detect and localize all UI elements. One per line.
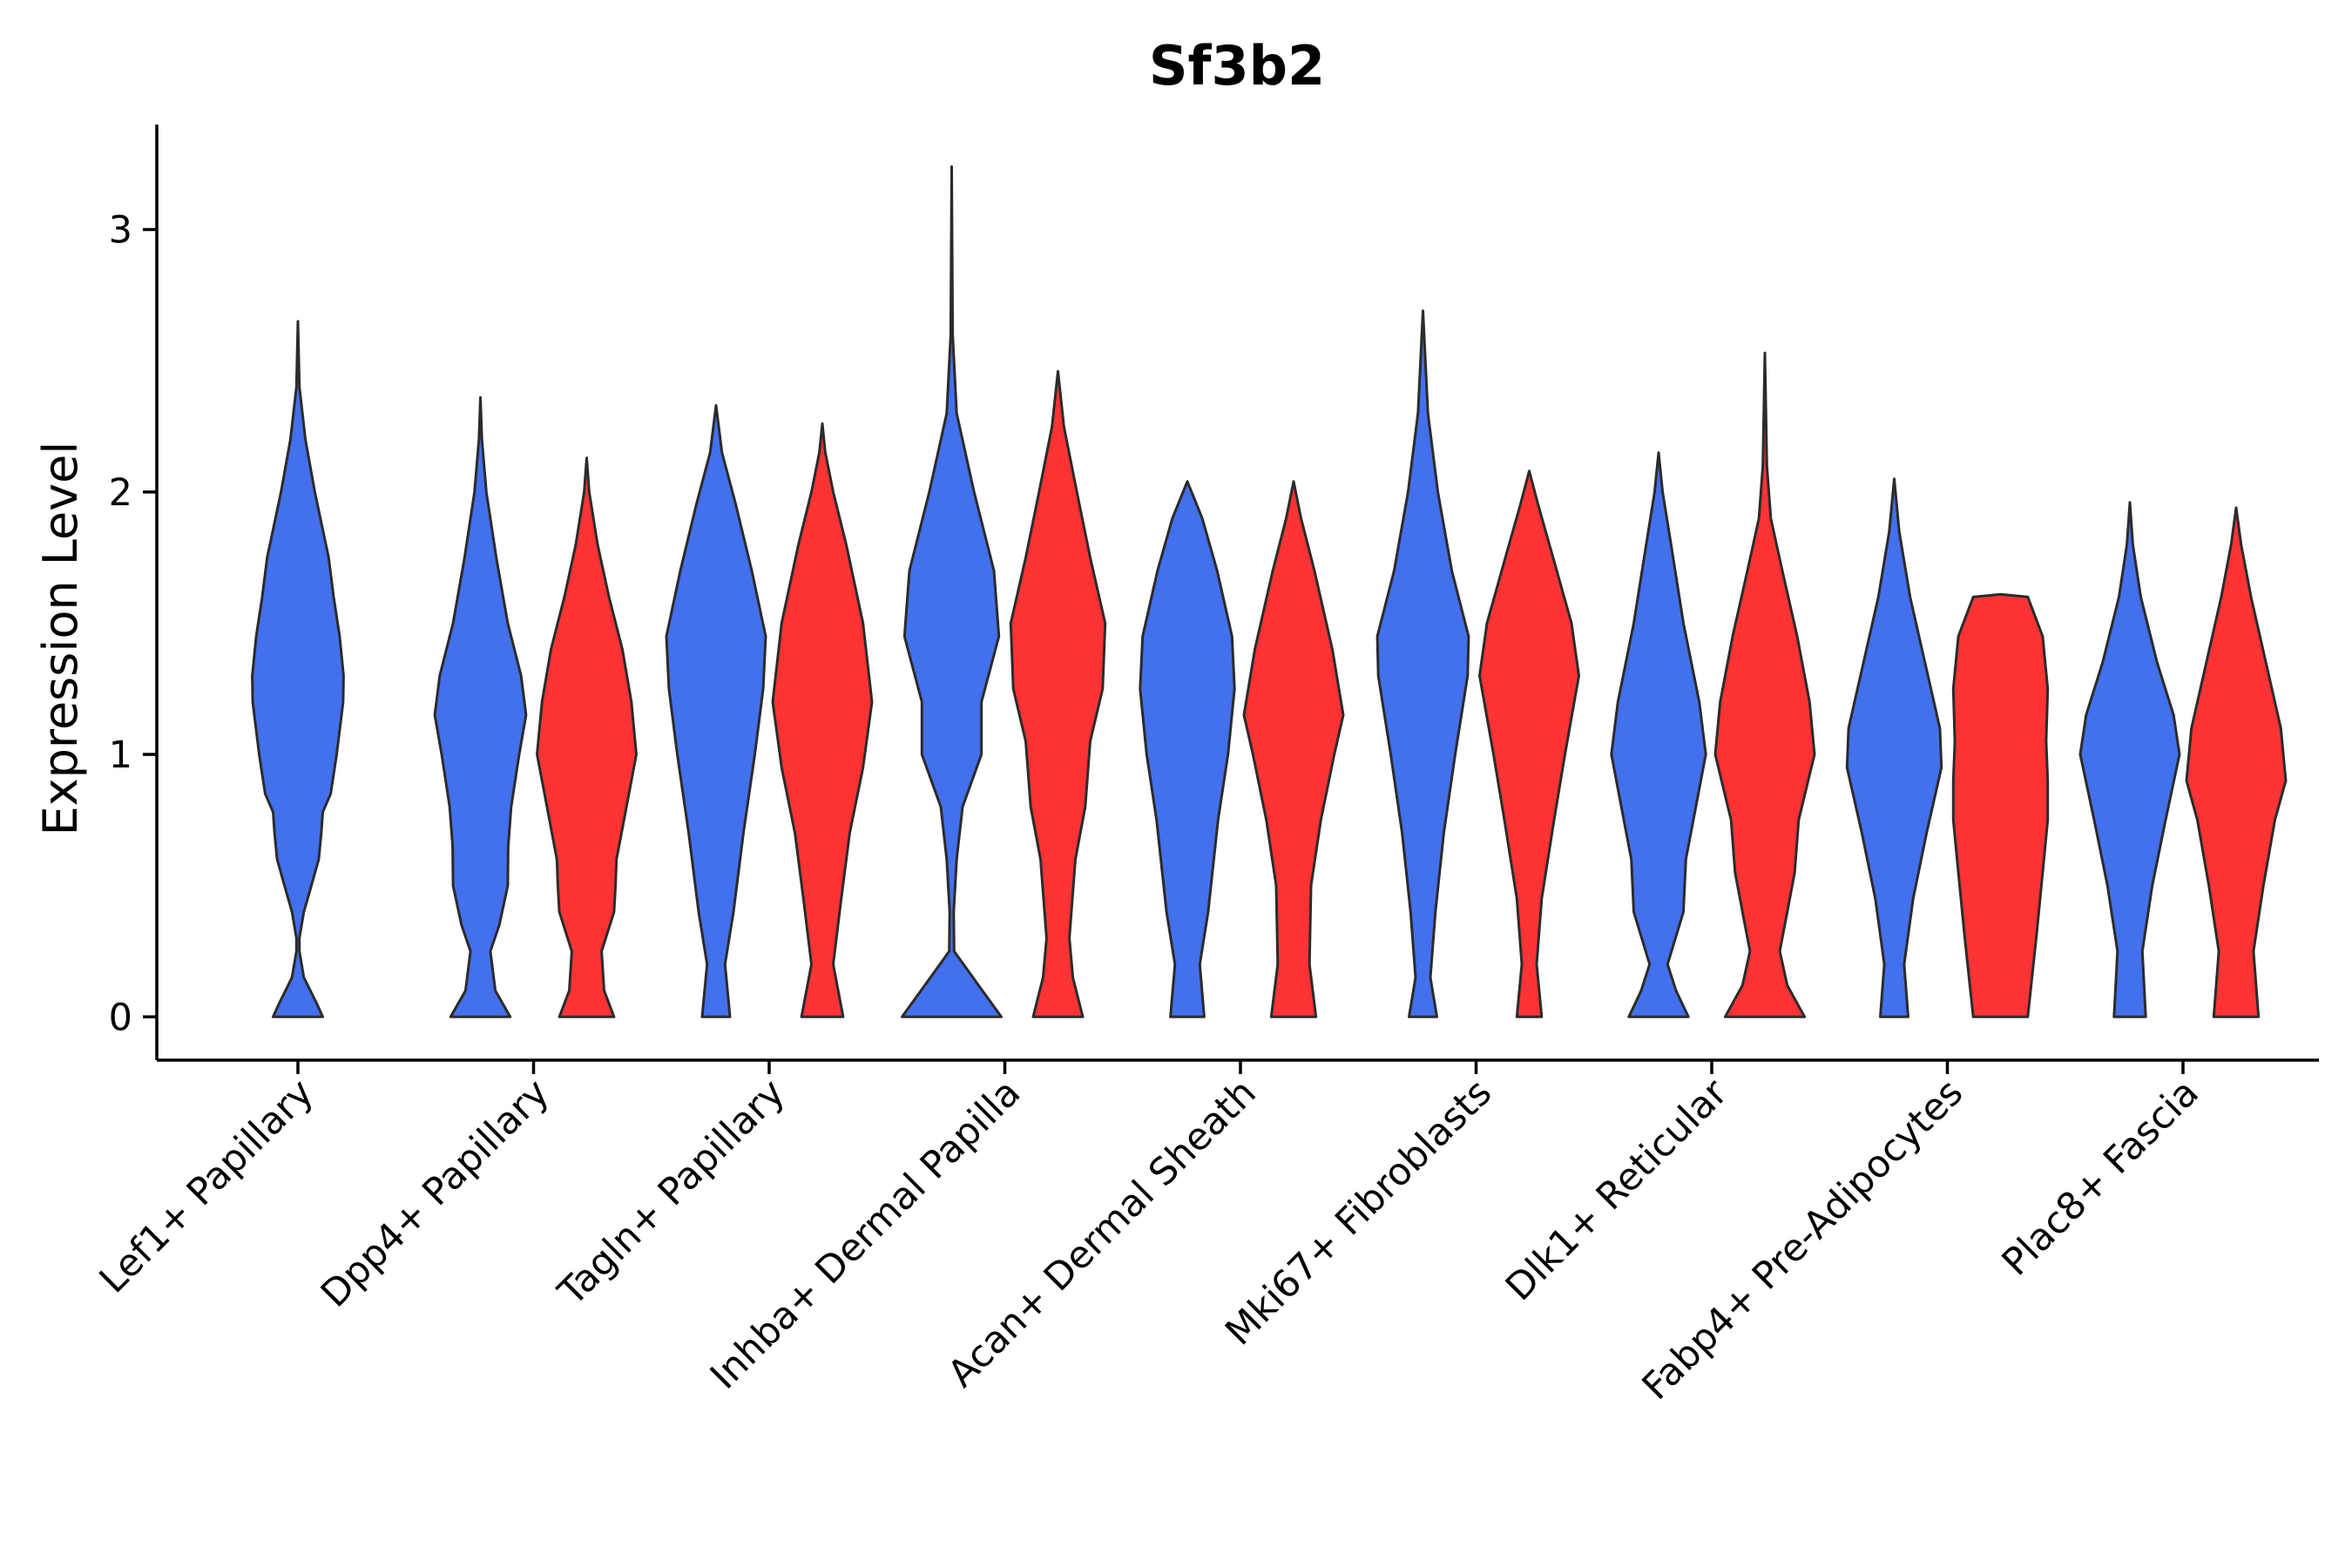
violin-series — [251, 165, 2288, 1018]
violin-blue-4 — [1139, 480, 1236, 1018]
y-tick-label: 2 — [109, 471, 132, 515]
violin-blue-5 — [1375, 309, 1470, 1018]
violin-blue-1 — [433, 395, 528, 1018]
violin-red-4 — [1242, 480, 1345, 1018]
violin-red-5 — [1478, 470, 1580, 1018]
violin-blue-6 — [1610, 451, 1707, 1018]
violin-red-3 — [1009, 369, 1107, 1018]
violin-blue-8 — [2078, 501, 2181, 1018]
violin-blue-3 — [901, 165, 1003, 1018]
violin-red-6 — [1713, 351, 1816, 1018]
y-tick-label: 1 — [109, 733, 132, 777]
y-axis-ticks: 0 1 2 3 — [109, 209, 157, 1039]
y-tick-label: 0 — [109, 996, 132, 1039]
violin-red-8 — [2185, 506, 2288, 1018]
violin-blue-7 — [1845, 477, 1943, 1018]
y-tick-label: 3 — [109, 209, 132, 253]
y-axis-title: Expression Level — [33, 442, 88, 836]
violin-red-2 — [771, 422, 874, 1018]
violin-red-1 — [536, 456, 638, 1018]
violin-blue-0 — [251, 320, 345, 1018]
violin-blue-2 — [665, 403, 767, 1018]
chart-title: Sf3b2 — [1149, 34, 1325, 98]
violin-red-7 — [1951, 592, 2050, 1018]
